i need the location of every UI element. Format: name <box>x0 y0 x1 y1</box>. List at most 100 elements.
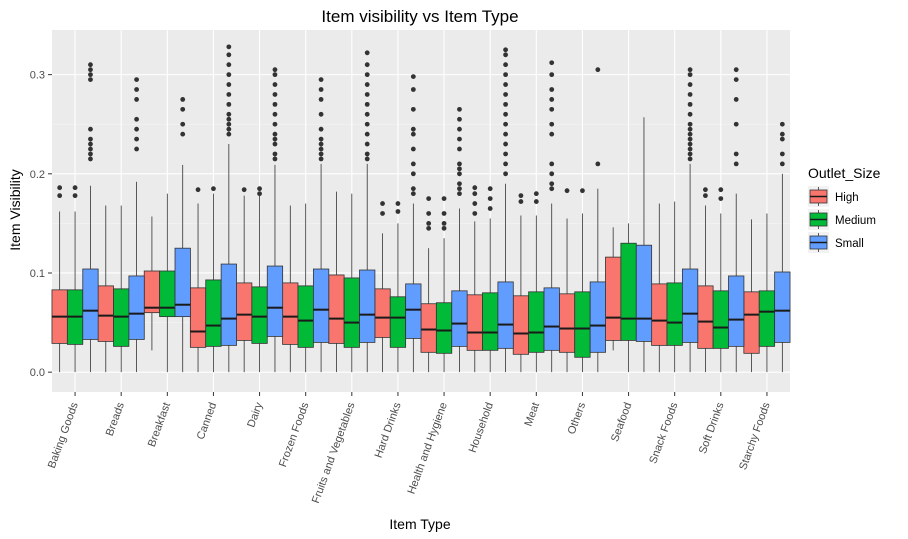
box-high <box>236 187 253 373</box>
outlier-point <box>364 156 370 162</box>
outlier-point <box>503 141 508 147</box>
outlier-point <box>718 187 724 193</box>
outlier-point <box>318 111 324 117</box>
box-medium <box>343 193 360 373</box>
outlier-point <box>518 199 524 204</box>
outlier-point <box>226 82 232 87</box>
box-small <box>543 60 560 373</box>
outlier-point <box>503 161 508 167</box>
outlier-point <box>426 211 432 216</box>
box-body <box>620 242 637 341</box>
outlier-point <box>503 151 508 157</box>
x-tick-label: Baking Goods <box>46 400 81 470</box>
chart-title: Item visibility vs Item Type <box>321 7 518 26</box>
box-medium <box>528 191 545 373</box>
box-body <box>512 295 530 355</box>
outlier-point <box>457 186 462 192</box>
outlier-point <box>257 191 262 197</box>
outlier-point <box>687 141 693 147</box>
box-body <box>174 247 191 318</box>
outlier-point <box>549 72 555 78</box>
outlier-point <box>441 220 447 226</box>
outlier-point <box>134 87 139 92</box>
box-small <box>681 67 699 373</box>
outlier-point <box>457 136 462 142</box>
outlier-point <box>733 121 739 127</box>
box-medium <box>159 193 176 373</box>
outlier-point <box>457 126 462 132</box>
outlier-point <box>733 77 739 82</box>
outlier-point <box>687 82 693 87</box>
outlier-point <box>364 72 370 78</box>
y-axis: 0.0 0.1 0.2 0.3 <box>30 70 52 379</box>
legend-label: Medium <box>835 215 876 227</box>
box-body <box>220 263 237 346</box>
outlier-point <box>457 166 462 172</box>
outlier-point <box>364 121 370 127</box>
box-body <box>159 270 176 318</box>
x-tick-label: Hard Drinks <box>373 400 404 459</box>
outlier-point <box>472 191 478 197</box>
outlier-point <box>472 201 478 206</box>
box-body <box>82 268 99 340</box>
outlier-point <box>410 171 416 177</box>
outlier-point <box>364 111 370 117</box>
outlier-point <box>257 186 262 192</box>
outlier-point <box>364 131 370 137</box>
x-axis-label: Item Type <box>389 516 450 532</box>
box-small <box>220 44 237 373</box>
outlier-point <box>272 67 278 73</box>
box-body <box>497 281 514 349</box>
outlier-point <box>779 121 785 127</box>
box-small <box>774 121 791 373</box>
outlier-point <box>226 121 232 127</box>
outlier-point <box>457 106 462 112</box>
x-tick-label: Household <box>467 401 496 455</box>
outlier-point <box>457 161 462 167</box>
outlier-point <box>687 126 693 132</box>
outlier-point <box>503 171 508 177</box>
box-body <box>389 296 407 348</box>
box-high <box>743 219 760 373</box>
legend-key-medium <box>808 209 829 230</box>
outlier-point <box>779 136 785 142</box>
y-axis-label: Item Visibility <box>7 169 23 250</box>
outlier-point <box>318 141 324 147</box>
outlier-point <box>272 151 278 157</box>
box-body <box>359 269 376 343</box>
box-small <box>312 77 330 373</box>
outlier-point <box>134 116 139 122</box>
outlier-point <box>226 44 232 50</box>
box-body <box>528 291 545 353</box>
y-tick-label: 0.0 <box>30 367 45 379</box>
outlier-point <box>134 126 139 132</box>
outlier-point <box>718 196 724 202</box>
outlier-point <box>533 199 539 204</box>
box-body <box>681 268 699 343</box>
x-tick-label: Frozen Foods <box>277 400 312 468</box>
box-body <box>558 293 576 353</box>
box-body <box>297 285 314 348</box>
box-small <box>82 62 99 373</box>
outlier-point <box>318 151 324 157</box>
outlier-point <box>410 191 416 197</box>
x-tick-label: Dairy <box>245 400 265 429</box>
x-tick-label: Canned <box>195 401 219 441</box>
outlier-point <box>226 52 232 58</box>
outlier-point <box>364 50 370 56</box>
outlier-point <box>410 106 416 112</box>
outlier-point <box>226 111 232 117</box>
outlier-point <box>549 186 555 192</box>
outlier-point <box>364 82 370 87</box>
outlier-point <box>88 126 93 132</box>
outlier-point <box>549 171 555 177</box>
legend-title: Outlet_Size <box>808 165 881 181</box>
box-body <box>374 288 391 338</box>
box-body <box>282 282 299 345</box>
outlier-point <box>318 87 324 92</box>
box-small <box>174 97 191 373</box>
box-medium <box>435 196 453 373</box>
box-body <box>405 283 422 339</box>
x-tick-label: Fruits and Vegetables <box>310 400 358 505</box>
